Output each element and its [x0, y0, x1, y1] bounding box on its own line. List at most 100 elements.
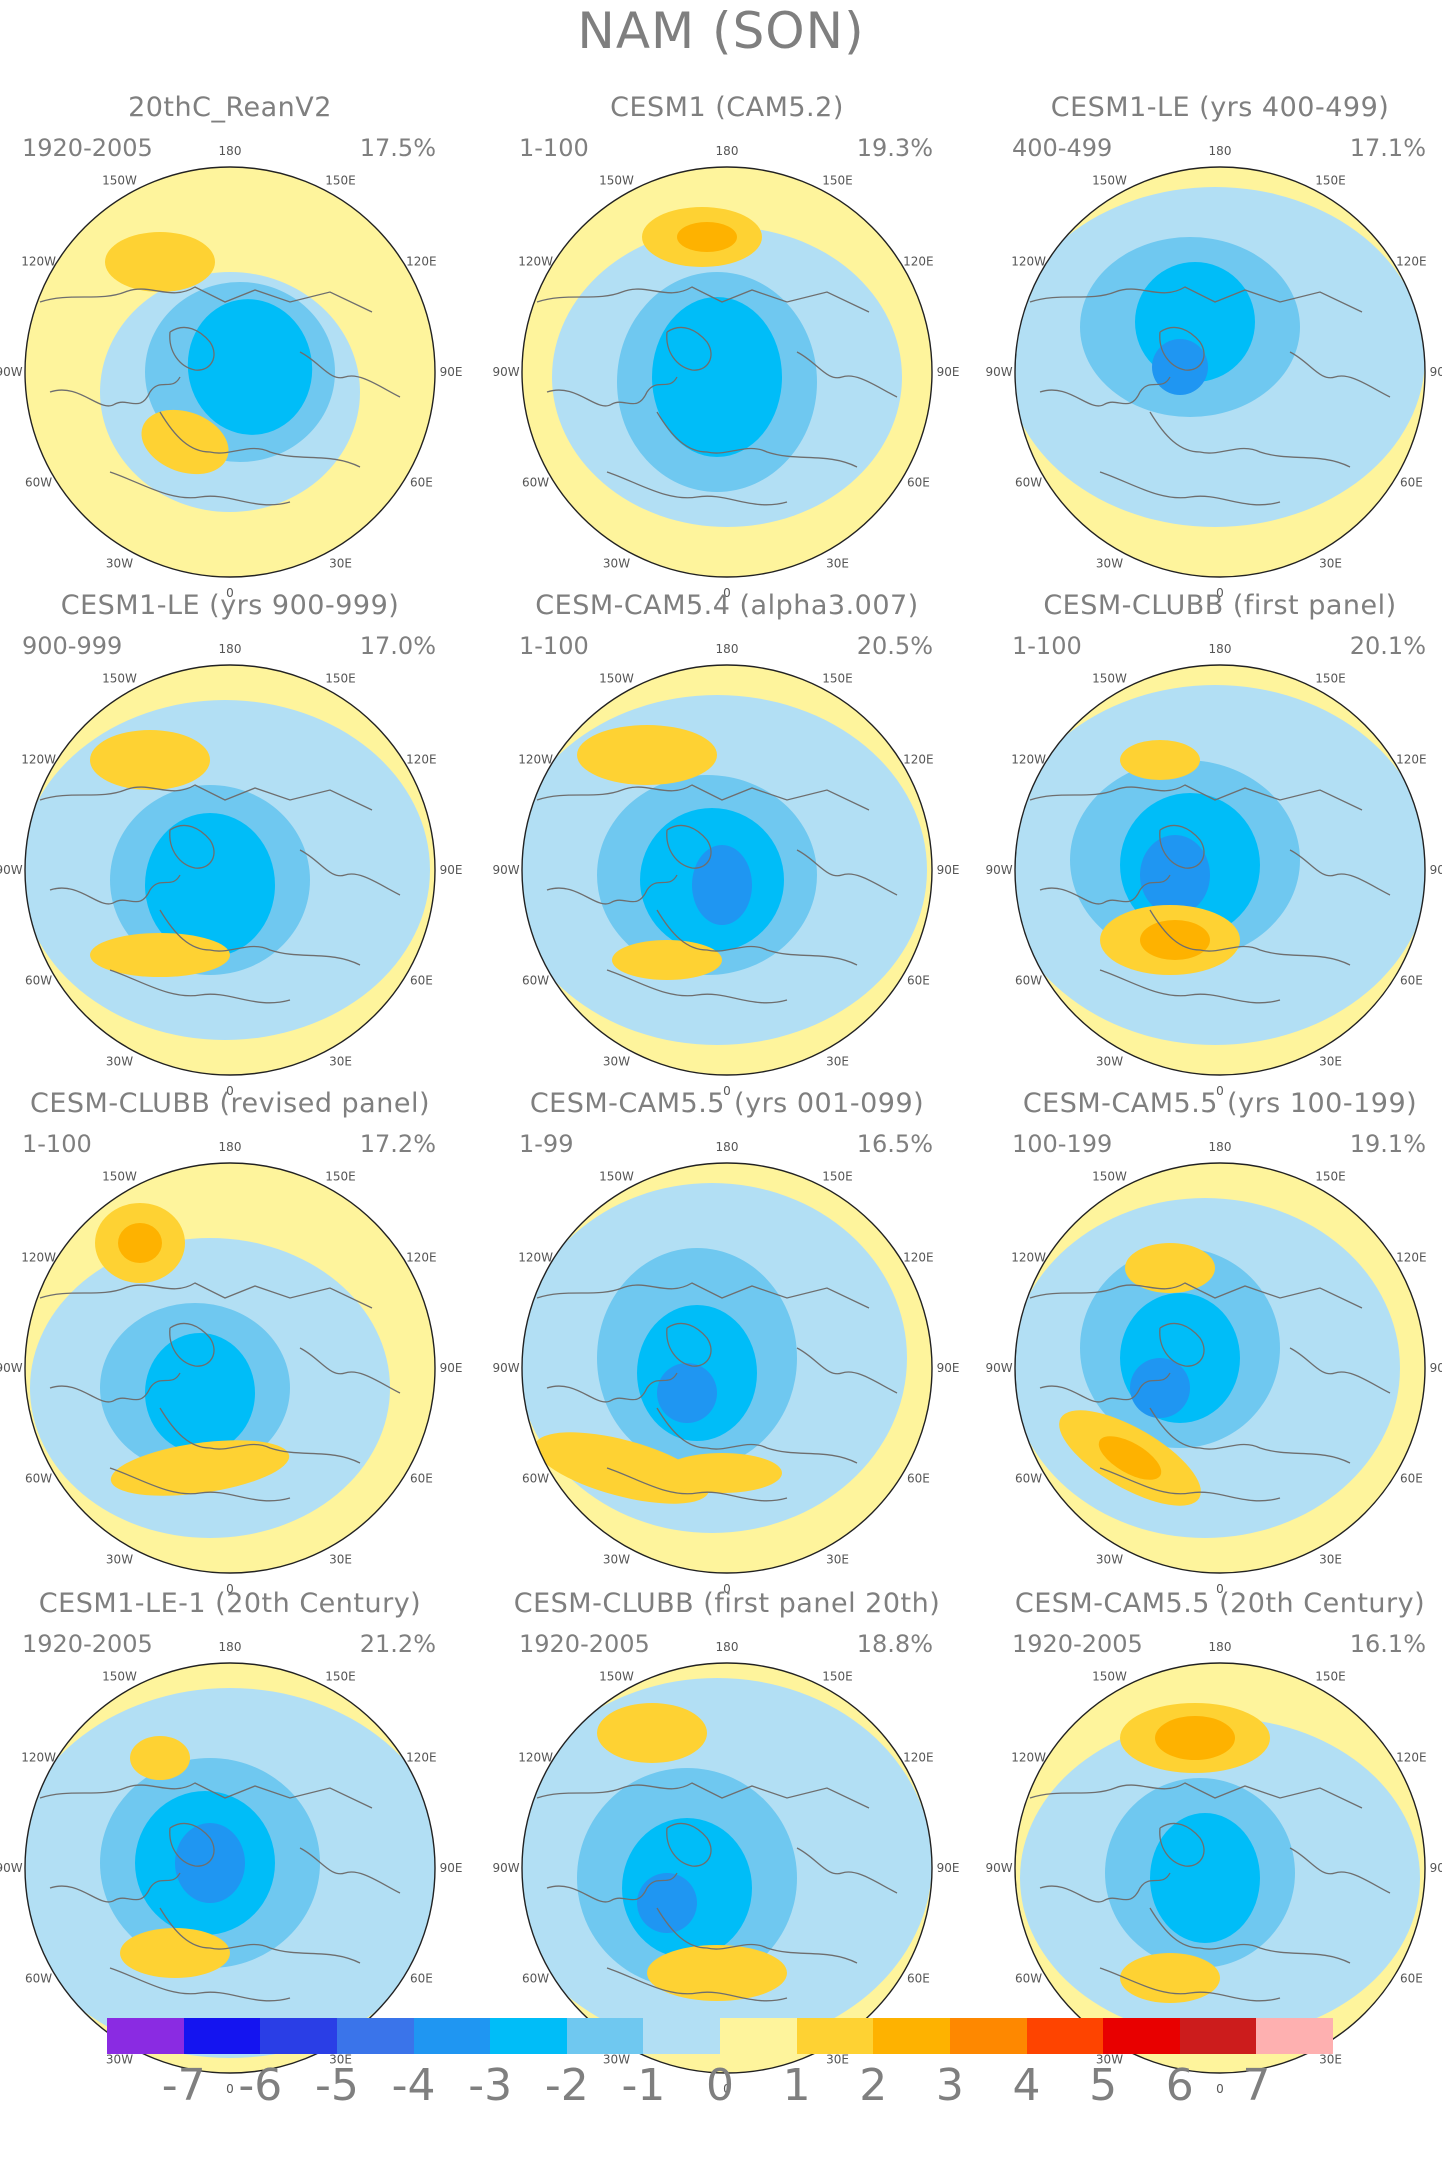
anomaly-contour: [1120, 1953, 1220, 2003]
colorbar-tick-label: 3: [935, 2060, 964, 2111]
longitude-label: 120E: [406, 1751, 437, 1765]
anomaly-contour: [141, 409, 229, 475]
panel-period: 900-999: [22, 632, 123, 660]
longitude-label: 150W: [102, 1670, 137, 1684]
coastline: [546, 1872, 678, 1903]
colorbar-tick-label: -7: [161, 2060, 206, 2111]
longitude-label: 30E: [1319, 1054, 1342, 1068]
panel-period: 1920-2005: [22, 134, 153, 162]
longitude-label: 90E: [937, 1861, 960, 1875]
panel-period: 1-100: [1012, 632, 1082, 660]
anomaly-contour: [175, 1823, 245, 1903]
polar-map: 180 150E 120E 90E 60E 30E 0 30W 60W 90W 120W 150W: [492, 642, 959, 1098]
polar-map: 180 150E 120E 90E 60E 30E 0 30W 60W 90W 120W 150W: [492, 144, 960, 600]
panel-variance-percent: 17.2%: [359, 1130, 436, 1158]
longitude-label: 30W: [1096, 556, 1123, 570]
map-panel: 20thC_ReanV2 1920-2005 17.5% 180 150E 120E 90E…: [0, 92, 462, 600]
panel-period: 100-199: [1012, 1130, 1113, 1158]
coastline: [546, 1372, 678, 1403]
coastline: [666, 1822, 712, 1867]
panel-variance-percent: 19.3%: [856, 134, 933, 162]
colorbar-swatch: [1256, 2018, 1333, 2054]
panel-variance-percent: 16.5%: [856, 1130, 933, 1158]
longitude-label: 90W: [0, 365, 23, 379]
longitude-label: 120W: [21, 1251, 56, 1265]
longitude-label: 0: [723, 586, 731, 600]
anomaly-contour: [145, 813, 275, 957]
panel-variance-percent: 17.5%: [359, 134, 436, 162]
longitude-label: 0: [1216, 586, 1224, 600]
longitude-label: 0: [723, 2082, 731, 2096]
longitude-label: 30W: [603, 1054, 630, 1068]
coastline: [1289, 1847, 1391, 1894]
map-boundary: [24, 664, 436, 1076]
longitude-label: 0: [1216, 2082, 1224, 2096]
colorbar-swatch: [413, 2018, 491, 2054]
coastline: [536, 286, 870, 313]
coastline: [299, 351, 401, 398]
panel-title: CESM1-LE-1 (20th Century): [38, 1588, 422, 1619]
longitude-label: 150W: [599, 1670, 634, 1684]
map-panel: CESM-CAM5.5 (20th Century) 1920-2005 16.1%…: [985, 1588, 1442, 2096]
longitude-label: 150W: [102, 174, 137, 188]
longitude-label: 30E: [329, 2052, 352, 2066]
polar-map: 180 150E 120E 90E 60E 30E 0 30W 60W 90W 120W 150W: [985, 642, 1442, 1098]
anomaly-contour: [145, 1333, 255, 1453]
longitude-label: 30W: [1096, 1054, 1123, 1068]
longitude-label: 60W: [25, 974, 52, 988]
longitude-label: 30W: [106, 556, 133, 570]
anomaly-contour: [90, 730, 210, 790]
anomaly-contour: [652, 297, 782, 457]
longitude-label: 90E: [440, 863, 463, 877]
colorbar-swatch: [1026, 2018, 1104, 2054]
coastline: [39, 286, 373, 313]
coastline: [1099, 471, 1281, 506]
anomaly-contour: [1098, 1436, 1162, 1480]
longitude-label: 120E: [903, 1251, 934, 1265]
map-boundary: [521, 1162, 933, 1574]
longitude-label: 90E: [440, 1361, 463, 1375]
coastline: [49, 1872, 181, 1903]
longitude-label: 150W: [102, 1170, 137, 1184]
longitude-label: 60E: [907, 1972, 930, 1986]
coastline: [1039, 1372, 1171, 1403]
longitude-label: 150E: [822, 672, 853, 686]
longitude-label: 120W: [1011, 255, 1046, 269]
coastline: [169, 326, 215, 371]
colorbar-swatch: [183, 2018, 261, 2054]
map-panel: CESM1-LE (yrs 400-499) 400-499 17.1% 180 150…: [985, 92, 1442, 600]
coastline: [159, 1407, 361, 1464]
colorbar-labels: -7 -6 -5 -4 -3 -2 -1 0 1 2 3 4 5 6 7: [107, 2058, 1333, 2114]
polar-map: 180 150E 120E 90E 60E 30E 0 30W 60W 90W 120W 150W: [0, 642, 463, 1098]
colorbar-swatch: [796, 2018, 874, 2054]
map-panel: CESM-CLUBB (revised panel) 1-100 17.2% 180 1…: [0, 1088, 463, 1596]
coastline: [109, 969, 291, 1004]
longitude-label: 30E: [329, 1054, 352, 1068]
coastline: [39, 784, 373, 811]
panel-title: CESM-CAM5.5 (yrs 001-099): [529, 1088, 925, 1119]
coastline: [1159, 1822, 1205, 1867]
map-boundary: [24, 166, 436, 578]
longitude-label: 60E: [1400, 1972, 1423, 1986]
longitude-label: 90E: [1430, 863, 1442, 877]
coastline: [39, 1282, 373, 1309]
coastline: [299, 1847, 401, 1894]
longitude-label: 0: [1216, 1582, 1224, 1596]
coastline: [656, 1907, 858, 1964]
longitude-label: 90E: [937, 365, 960, 379]
panel-variance-percent: 18.8%: [856, 1630, 933, 1658]
anomaly-contour: [187, 299, 313, 435]
coastline: [656, 411, 858, 468]
panel-period: 1-100: [22, 1130, 92, 1158]
longitude-label: 90E: [1430, 1861, 1442, 1875]
longitude-label: 120E: [406, 255, 437, 269]
coastline: [666, 326, 712, 371]
longitude-label: 30W: [106, 1054, 133, 1068]
coastline: [159, 1907, 361, 1964]
coastline: [159, 909, 361, 966]
coastline: [1149, 1907, 1351, 1964]
anomaly-contour: [120, 1928, 230, 1978]
coastline: [666, 1322, 712, 1367]
panel-title: CESM-CAM5.4 (alpha3.007): [535, 590, 919, 621]
map-panel: CESM-CAM5.5 (yrs 001-099) 1-99 16.5% 180 150…: [492, 1088, 959, 1596]
